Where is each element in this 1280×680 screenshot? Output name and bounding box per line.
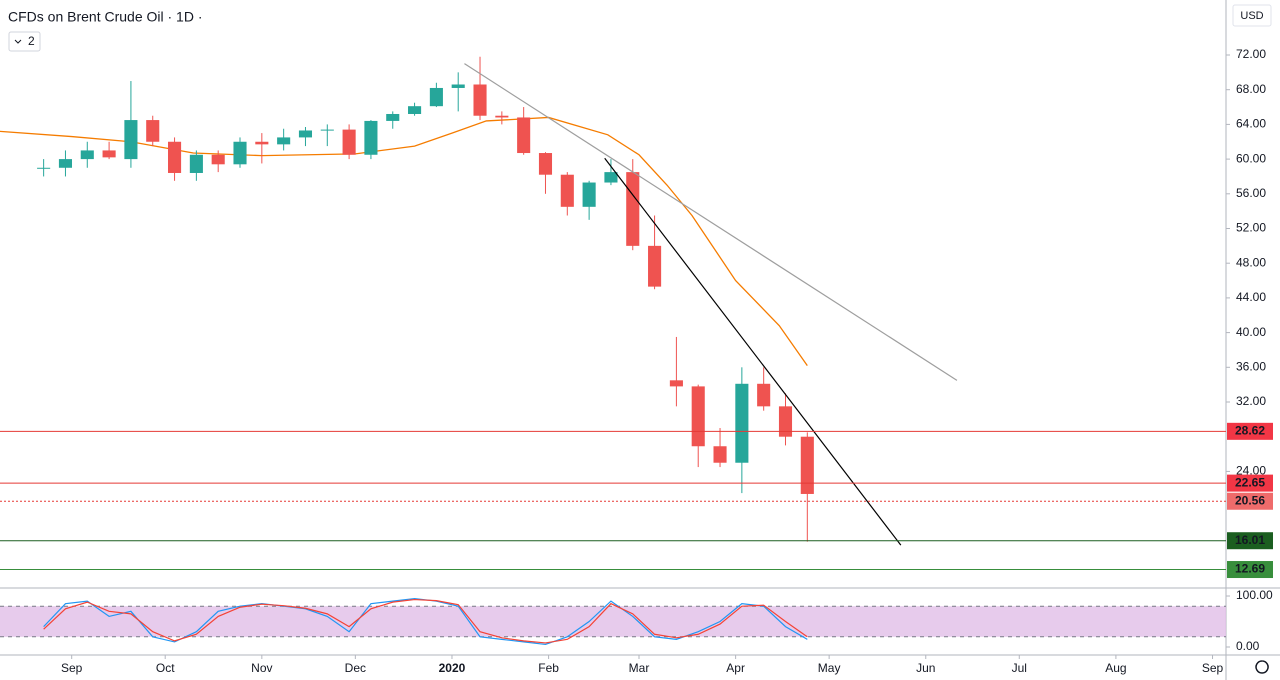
candle-body — [364, 120, 378, 155]
currency-box[interactable] — [1232, 4, 1272, 27]
level-label: 20.56 — [1235, 493, 1265, 507]
y-tick-label: 36.00 — [1236, 359, 1266, 373]
candle-body — [386, 113, 400, 121]
candle-body — [37, 167, 51, 169]
x-tick-label: Apr — [726, 661, 745, 675]
candle-body — [560, 174, 574, 207]
x-tick-label: Aug — [1105, 661, 1126, 675]
level-label: 22.65 — [1235, 475, 1265, 489]
candle-body — [298, 130, 313, 138]
level-label: 16.01 — [1235, 533, 1265, 547]
candle-body — [342, 129, 356, 155]
candle-body — [58, 159, 73, 168]
candle-body — [429, 87, 443, 107]
candle-body — [211, 154, 225, 165]
y-tick-label: 64.00 — [1236, 117, 1266, 131]
candle-body — [102, 150, 116, 158]
level-label-box — [1227, 422, 1273, 440]
y-tick-label: 60.00 — [1236, 151, 1266, 165]
badge-count: 2 — [28, 34, 35, 48]
level-label-box — [1227, 532, 1273, 550]
y-tick-label: 100.00 — [1236, 588, 1273, 602]
candle-body — [495, 115, 509, 118]
x-tick-label: Jun — [916, 661, 935, 675]
candle-body — [669, 380, 683, 387]
y-tick-label: 68.00 — [1236, 82, 1266, 96]
y-tick-label: 56.00 — [1236, 186, 1266, 200]
x-tick-label: Jul — [1012, 661, 1027, 675]
currency-label: USD — [1240, 10, 1263, 22]
y-tick-label: 32.00 — [1236, 394, 1266, 408]
y-tick-label: 24.00 — [1236, 464, 1266, 478]
candle-body — [691, 386, 705, 447]
candle-body — [626, 172, 640, 246]
candle-body — [604, 172, 618, 183]
candle-body — [451, 84, 465, 88]
trend-line — [604, 157, 902, 546]
candle-body — [648, 245, 662, 287]
candle-body — [146, 120, 160, 142]
y-tick-label: 48.00 — [1236, 255, 1266, 269]
x-tick-label: Oct — [156, 661, 175, 675]
x-tick-label: May — [818, 661, 841, 675]
candle-body — [320, 129, 334, 131]
candle-body — [277, 137, 291, 145]
candle-body — [582, 182, 596, 207]
x-tick-label: Mar — [629, 661, 650, 675]
candle-body — [189, 154, 203, 173]
candle-body — [80, 150, 94, 160]
candle-body — [233, 141, 247, 165]
x-tick-label: Dec — [345, 661, 366, 675]
x-tick-label: Sep — [1202, 661, 1224, 675]
settings-icon[interactable] — [1255, 660, 1269, 674]
candle-body — [538, 153, 553, 175]
y-tick-label: 44.00 — [1236, 290, 1266, 304]
indicator-badge[interactable]: 2 — [8, 31, 41, 52]
chevron-icon — [14, 39, 22, 44]
candle-body — [757, 383, 771, 407]
level-label-box — [1227, 561, 1273, 579]
candle-body — [255, 141, 269, 145]
x-tick-label: 2020 — [439, 661, 466, 675]
level-label: 12.69 — [1235, 562, 1265, 576]
x-tick-label: Sep — [61, 661, 83, 675]
level-label: 28.62 — [1235, 423, 1265, 437]
trend-line — [464, 63, 958, 381]
candle-body — [124, 120, 138, 160]
y-tick-label: 40.00 — [1236, 325, 1266, 339]
indicator-line — [43, 598, 808, 644]
chart-title: CFDs on Brent Crude Oil · 1D · — [8, 9, 203, 25]
candle-body — [778, 406, 793, 437]
candle-body — [713, 446, 727, 463]
y-tick-label: 52.00 — [1236, 221, 1266, 235]
level-label-box — [1227, 474, 1273, 492]
candle-body — [800, 436, 814, 494]
band-fill — [0, 606, 1226, 637]
y-tick-label: 72.00 — [1236, 47, 1266, 61]
badge-box[interactable] — [8, 31, 41, 52]
candle-body — [517, 117, 531, 154]
candle-body — [735, 383, 749, 463]
x-tick-label: Feb — [538, 661, 559, 675]
candle-body — [473, 84, 487, 116]
candle-body — [168, 141, 182, 173]
level-label-box — [1227, 492, 1273, 510]
candle-body — [408, 106, 422, 114]
y-tick-label: 0.00 — [1236, 639, 1260, 653]
x-tick-label: Nov — [251, 661, 272, 675]
